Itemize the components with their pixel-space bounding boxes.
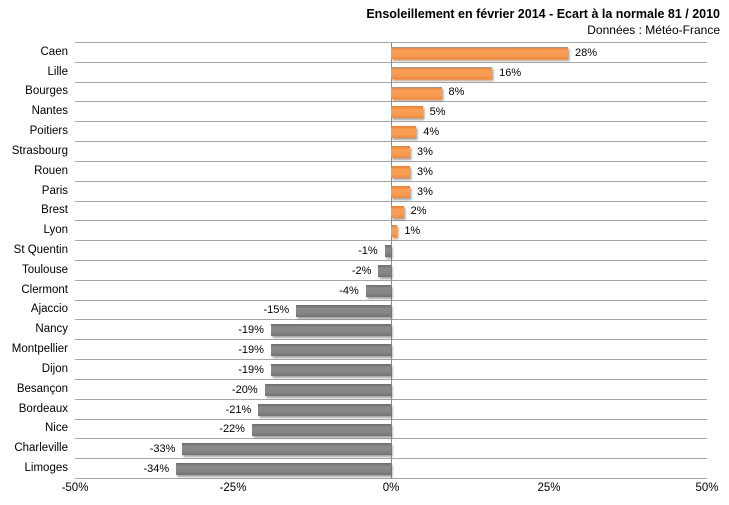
bar-value-label: -15% xyxy=(263,304,290,316)
value-axis-labels: -50% -25% 0% 25% 50% xyxy=(62,482,719,500)
x-tick-label: 25% xyxy=(537,482,561,494)
plot-area: 28% 16% 8% 5% 4% 3% 3% 3% 2% 1% -1% -2% -4% -15% -19% -… xyxy=(75,42,707,479)
bar-value-label: 16% xyxy=(499,67,522,79)
zero-axis-line xyxy=(390,43,392,479)
category-label-nancy: Nancy xyxy=(35,323,68,335)
bar-value-label: -19% xyxy=(238,364,264,376)
bar-value-label: -19% xyxy=(238,344,264,356)
bar-toulouse xyxy=(378,265,391,277)
x-tick-label: 0% xyxy=(382,482,400,494)
bar-rouen xyxy=(391,166,410,178)
bar-value-label: -21% xyxy=(225,404,252,416)
bar-montpellier xyxy=(270,344,391,356)
category-label-lyon: Lyon xyxy=(43,224,68,236)
bar-lyon xyxy=(391,225,398,237)
category-label-lille: Lille xyxy=(47,66,68,78)
bar-value-label: 3% xyxy=(416,186,433,198)
category-label-charleville: Charleville xyxy=(14,442,68,454)
bar-value-label: -2% xyxy=(351,265,372,277)
title-block: Ensoleillement en février 2014 - Ecart à… xyxy=(366,6,720,38)
chart-title: Ensoleillement en février 2014 - Ecart à… xyxy=(366,7,720,21)
bar-nantes xyxy=(391,106,423,118)
category-label-st-quentin: St Quentin xyxy=(13,244,68,256)
bar-ajaccio xyxy=(296,305,391,317)
bar-bordeaux xyxy=(258,404,391,416)
category-label-dijon: Dijon xyxy=(41,363,68,375)
bar-caen xyxy=(391,47,568,59)
category-label-strasbourg: Strasbourg xyxy=(11,145,68,157)
bar-value-label: -22% xyxy=(219,423,245,435)
bar-value-label: -34% xyxy=(143,463,170,475)
category-label-clermont: Clermont xyxy=(21,284,68,296)
bar-charleville xyxy=(182,443,391,455)
category-label-nice: Nice xyxy=(44,422,68,434)
category-label-caen: Caen xyxy=(40,46,69,58)
category-label-nantes: Nantes xyxy=(31,105,68,117)
bar-lille xyxy=(391,67,493,79)
bar-value-label: -19% xyxy=(238,324,264,336)
bar-value-label: -33% xyxy=(149,443,176,455)
category-label-poitiers: Poitiers xyxy=(29,125,68,137)
x-tick-label: -50% xyxy=(61,482,89,494)
category-label-besançon: Besançon xyxy=(16,383,68,395)
category-label-bordeaux: Bordeaux xyxy=(18,403,68,415)
x-tick-label: 50% xyxy=(695,482,719,494)
bar-limoges xyxy=(176,463,391,475)
bar-poitiers xyxy=(391,126,417,138)
bar-st-quentin xyxy=(384,245,391,257)
category-label-ajaccio: Ajaccio xyxy=(30,303,68,315)
bar-strasbourg xyxy=(391,146,410,158)
category-label-montpellier: Montpellier xyxy=(11,343,68,355)
bar-value-label: 4% xyxy=(423,126,440,138)
bar-value-label: 8% xyxy=(448,86,465,98)
bar-dijon xyxy=(270,364,391,376)
category-label-bourges: Bourges xyxy=(25,85,68,97)
bar-nice xyxy=(251,424,391,436)
bar-nancy xyxy=(270,324,391,336)
bar-bourges xyxy=(391,87,442,99)
bar-value-label: -20% xyxy=(231,384,258,396)
bar-paris xyxy=(391,186,410,198)
bar-value-label: 3% xyxy=(416,166,433,178)
bar-value-label: 2% xyxy=(410,205,427,217)
x-tick-label: -25% xyxy=(219,482,247,494)
bar-value-label: 1% xyxy=(404,225,421,237)
bar-clermont xyxy=(365,285,391,297)
category-label-limoges: Limoges xyxy=(24,462,68,474)
bar-value-label: 5% xyxy=(429,106,446,118)
chart-subtitle: Données : Météo-France xyxy=(587,23,720,37)
bar-value-label: -4% xyxy=(339,285,359,297)
category-label-toulouse: Toulouse xyxy=(21,264,68,276)
bar-besançon xyxy=(264,384,391,396)
category-label-brest: Brest xyxy=(41,204,68,216)
category-axis-labels: Caen Lille Bourges Nantes Poitiers Strasbourg… xyxy=(0,42,68,478)
bar-value-label: 3% xyxy=(416,146,433,158)
category-label-paris: Paris xyxy=(41,185,68,197)
category-label-rouen: Rouen xyxy=(34,165,68,177)
bar-value-label: -1% xyxy=(358,245,378,257)
bar-brest xyxy=(391,206,404,218)
bar-value-label: 28% xyxy=(574,47,597,59)
